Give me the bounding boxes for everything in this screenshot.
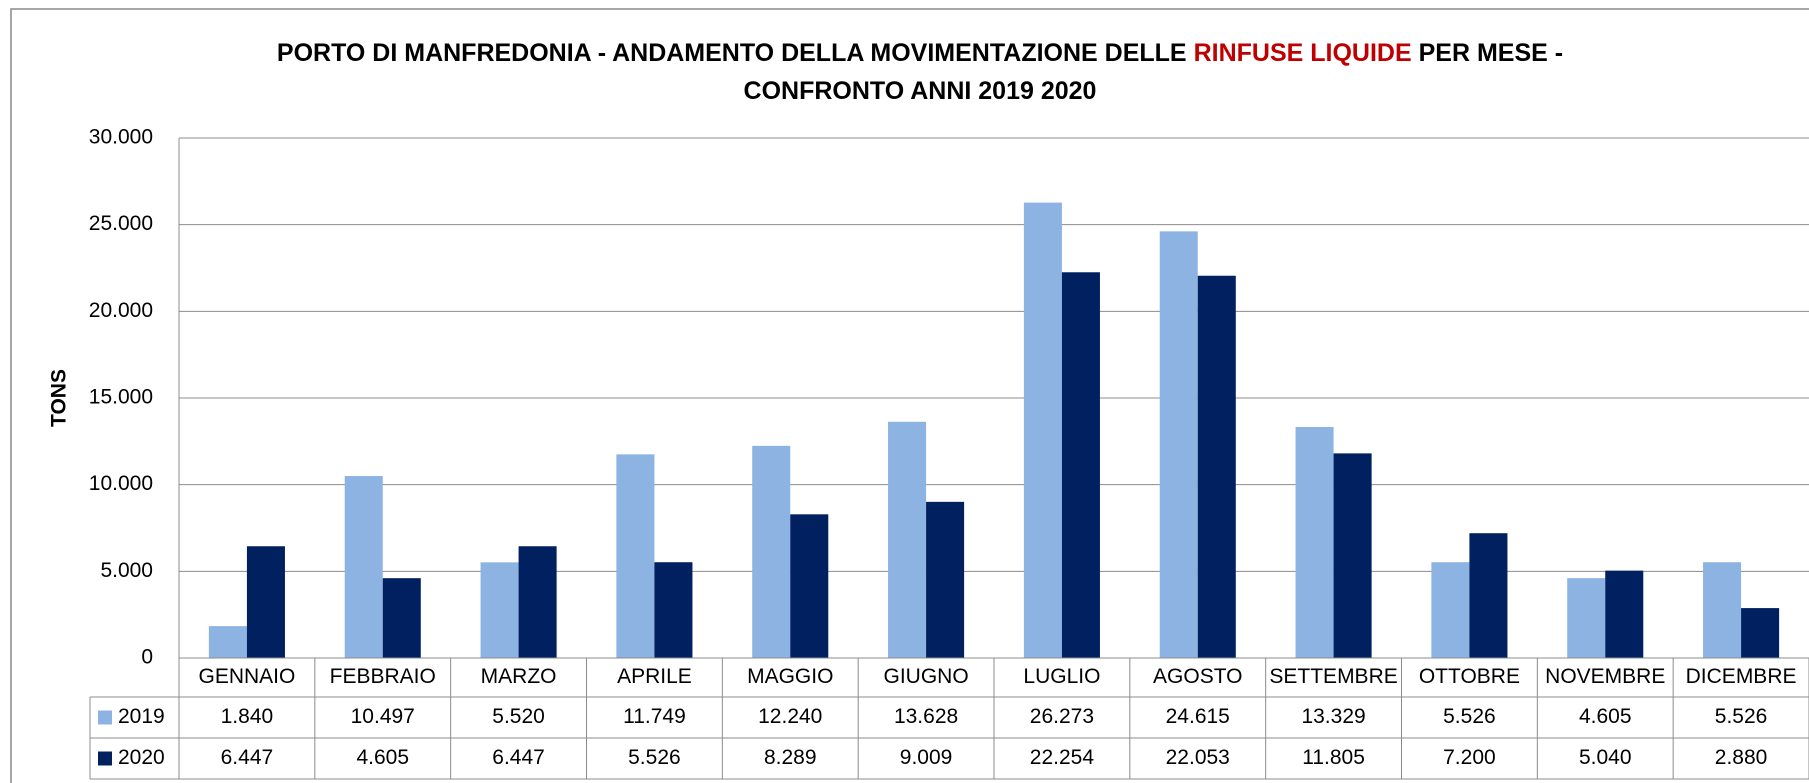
table-value: 22.053	[1166, 746, 1230, 769]
chart-frame	[10, 8, 1809, 783]
bar	[1159, 231, 1198, 658]
x-tick-label: NOVEMBRE	[1545, 665, 1665, 688]
table-value: 13.329	[1301, 705, 1365, 728]
table-value: 7.200	[1443, 746, 1496, 769]
title-part: PORTO DI MANFREDONIA - ANDAMENTO DELLA M…	[276, 39, 1187, 67]
bar	[1703, 562, 1742, 658]
x-tick-label: APRILE	[617, 665, 692, 688]
x-tick-label: AGOSTO	[1153, 665, 1242, 688]
bar	[1061, 272, 1100, 658]
table-value: 2.880	[1715, 746, 1768, 769]
table-value: 10.497	[351, 705, 415, 728]
title-part: CONFRONTO ANNI 2019 2020	[743, 77, 1097, 105]
bar	[1023, 202, 1062, 659]
table-value: 4.605	[356, 746, 409, 769]
x-tick-label: FEBBRAIO	[330, 665, 436, 688]
table-value: 5.526	[1715, 705, 1768, 728]
table-value: 8.289	[764, 746, 817, 769]
x-tick-label: MAGGIO	[747, 665, 833, 688]
x-tick-label: MARZO	[481, 665, 557, 688]
bar	[382, 578, 421, 658]
y-tick-label: 30.000	[89, 126, 153, 149]
y-tick-label: 15.000	[89, 386, 153, 409]
x-tick-label: SETTEMBRE	[1269, 665, 1397, 688]
bar	[888, 421, 927, 658]
y-tick-label: 25.000	[89, 212, 153, 235]
legend-label: 2020	[118, 746, 165, 769]
table-value: 6.447	[221, 746, 274, 769]
table-value: 9.009	[900, 746, 953, 769]
bar	[1741, 608, 1780, 658]
bar	[1295, 426, 1334, 658]
legend-swatch	[98, 710, 112, 725]
bar	[1605, 570, 1644, 658]
table-value: 12.240	[758, 705, 822, 728]
bar	[480, 562, 519, 658]
bar	[1567, 578, 1606, 658]
bar	[246, 546, 285, 658]
table-value: 22.254	[1030, 746, 1095, 769]
table-value: 6.447	[492, 746, 545, 769]
table-value: 26.273	[1030, 705, 1094, 728]
title-part: PER MESE -	[1418, 39, 1564, 67]
y-tick-label: 5.000	[100, 559, 153, 582]
y-tick-label: 0	[141, 646, 153, 669]
bar	[616, 454, 655, 658]
bar	[654, 562, 693, 658]
table-value: 5.526	[628, 746, 681, 769]
y-axis-label: TONS	[48, 369, 71, 427]
x-tick-label: LUGLIO	[1023, 665, 1100, 688]
table-value: 13.628	[894, 705, 958, 728]
table-value: 5.520	[492, 705, 545, 728]
title-highlight: RINFUSE LIQUIDE	[1193, 39, 1412, 67]
table-value: 1.840	[221, 705, 274, 728]
y-tick-label: 10.000	[89, 472, 153, 495]
chart-title: PORTO DI MANFREDONIA - ANDAMENTO DELLA M…	[0, 34, 1809, 110]
table-value: 24.615	[1166, 705, 1230, 728]
bar	[926, 501, 965, 658]
bar	[1333, 453, 1372, 658]
bar	[208, 626, 247, 658]
table-value: 11.749	[623, 705, 686, 728]
x-tick-label: DICEMBRE	[1686, 665, 1797, 688]
bar	[518, 546, 557, 658]
bar	[1197, 275, 1236, 658]
bar	[344, 476, 383, 658]
x-tick-label: OTTOBRE	[1419, 665, 1520, 688]
table-value: 4.605	[1579, 705, 1632, 728]
table-value: 5.040	[1579, 746, 1632, 769]
bar	[790, 514, 829, 658]
legend-swatch	[98, 751, 112, 766]
bar	[752, 445, 791, 658]
bar	[1431, 562, 1470, 658]
x-tick-label: GENNAIO	[198, 665, 295, 688]
table-value: 5.526	[1443, 705, 1496, 728]
table-value: 11.805	[1302, 746, 1365, 769]
legend-label: 2019	[118, 705, 165, 728]
y-tick-label: 20.000	[89, 299, 153, 322]
x-tick-label: GIUGNO	[883, 665, 968, 688]
bar	[1469, 533, 1508, 658]
